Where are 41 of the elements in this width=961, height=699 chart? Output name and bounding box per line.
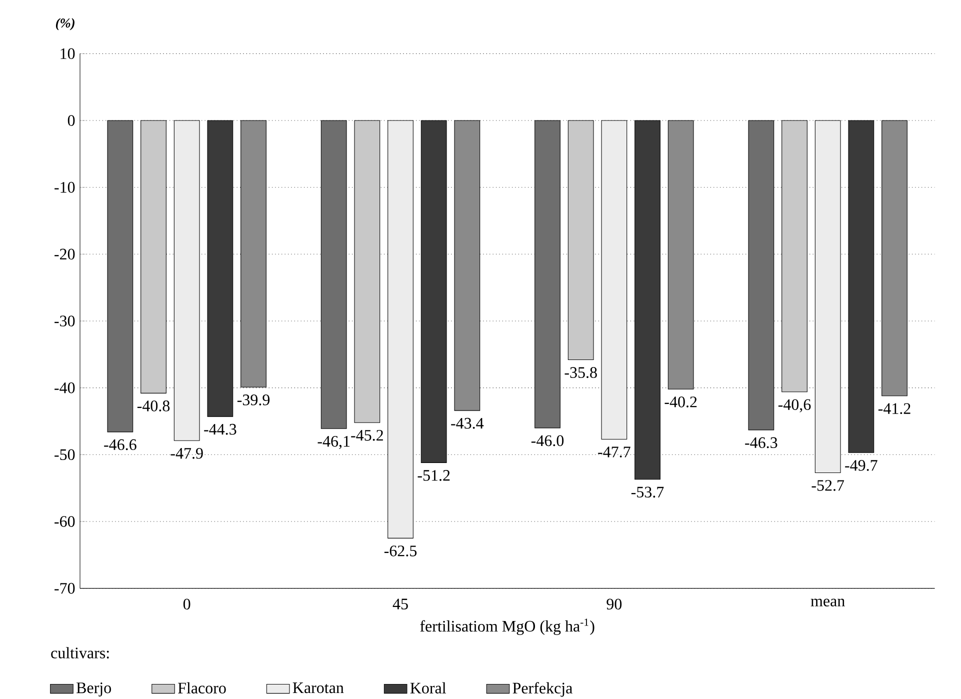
legend-label: Berjo: [76, 682, 111, 696]
data-label: -53.7: [631, 486, 664, 498]
y-axis-title: (%): [56, 18, 74, 30]
data-label: -62.5: [384, 546, 417, 556]
data-label: -40.8: [137, 400, 170, 412]
data-label: -40.2: [664, 396, 697, 408]
legend-title: cultivars:: [51, 647, 109, 658]
data-label: -46,1: [318, 436, 350, 450]
legend-label: Koral: [410, 682, 446, 694]
data-label: -44.3: [204, 424, 236, 435]
data-label: -35.8: [564, 367, 597, 378]
y-tick-label: 0: [68, 115, 75, 126]
data-label: -47.9: [170, 448, 203, 459]
y-tick-label: -50: [54, 449, 75, 460]
data-label: -46.0: [531, 435, 564, 446]
data-label: -40,6: [778, 399, 811, 412]
y-tick-label: -10: [54, 182, 75, 193]
x-tick-label: 0: [183, 598, 190, 610]
x-tick-label: 45: [392, 598, 408, 610]
x-axis-title: fertilisatiom MgO (kg ha$^{-1}$): [420, 618, 594, 635]
data-label: -47.7: [598, 446, 630, 458]
y-tick-label: -20: [54, 248, 75, 260]
x-tick-label: mean: [810, 598, 845, 606]
data-label: -52.7: [812, 480, 844, 491]
legend-label: Perfekcja: [512, 682, 572, 697]
data-label: -39.9: [237, 394, 270, 406]
data-label: -41.2: [878, 403, 910, 414]
data-label: -43.4: [451, 418, 484, 429]
x-tick-label: 90: [606, 598, 622, 610]
y-tick-label: -30: [54, 316, 75, 326]
data-label: -45.2: [351, 430, 383, 441]
legend-label: Flacoro: [178, 682, 226, 694]
y-tick-label: -40: [54, 382, 75, 394]
y-tick-label: 10: [60, 48, 75, 60]
y-tick-label: -70: [54, 582, 75, 594]
data-label: -46.6: [104, 439, 136, 450]
data-label: -51.2: [418, 470, 450, 481]
y-tick-label: -60: [54, 516, 75, 527]
data-label: -49.7: [845, 460, 878, 471]
data-label: -46.3: [745, 437, 778, 448]
legend-label: Karotan: [292, 682, 344, 694]
